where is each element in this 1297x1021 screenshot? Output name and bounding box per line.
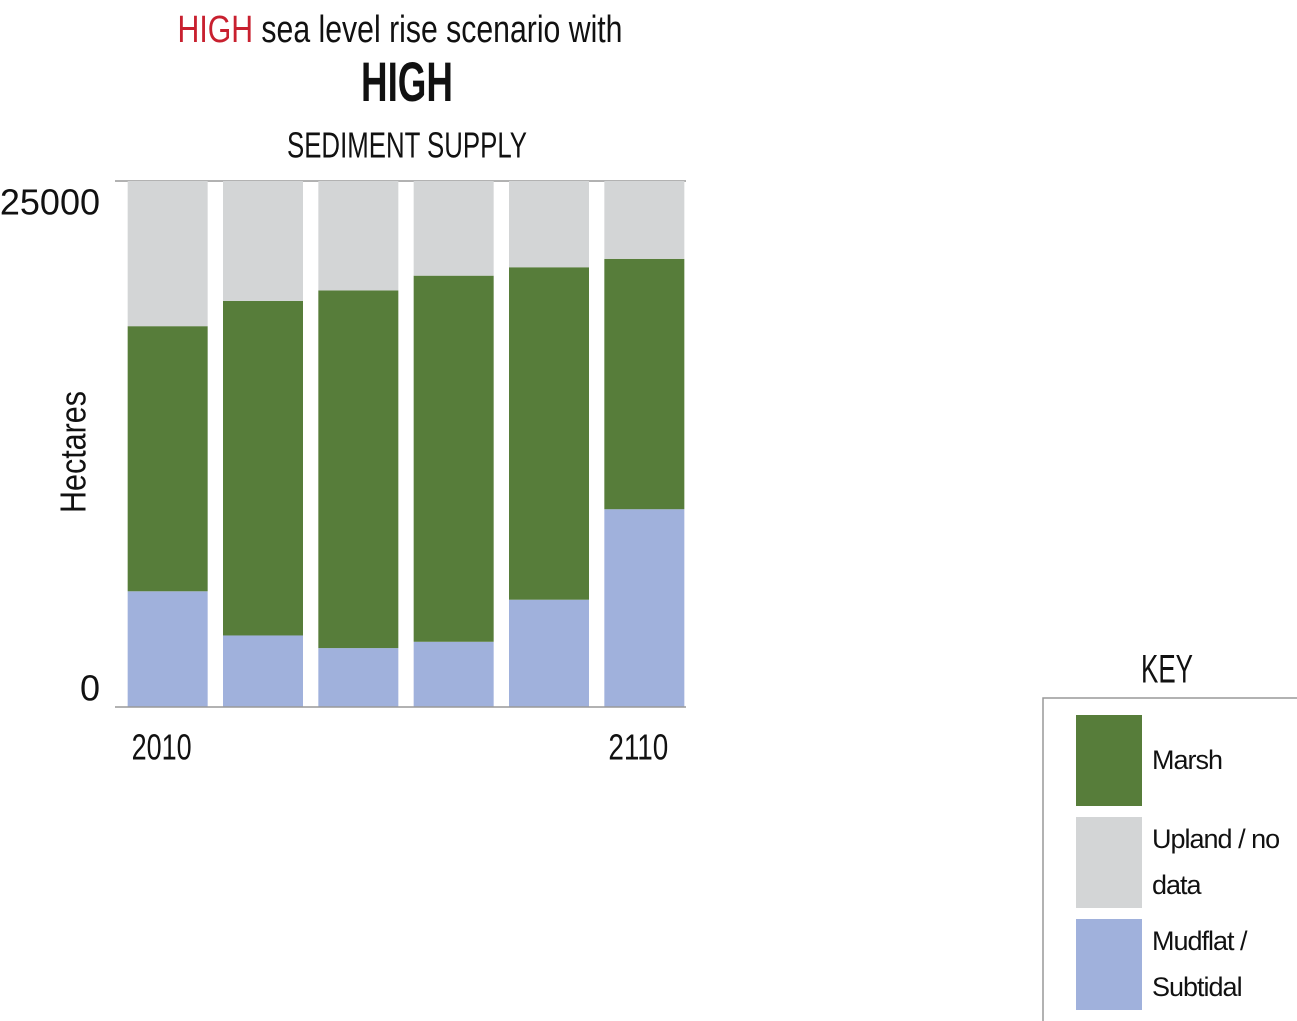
bar-segment <box>413 275 494 642</box>
legend-box <box>1042 697 1297 1021</box>
legend-label: Marsh <box>1152 745 1223 775</box>
bar-segment <box>318 648 399 707</box>
chart-title: HIGH sea level rise scenario with <box>178 9 623 51</box>
legend-label: Upland / no data <box>1152 824 1280 900</box>
bar-segment <box>604 181 685 259</box>
y-tick-label: 0 <box>80 668 100 709</box>
bar-segment <box>509 267 589 600</box>
legend-swatch <box>1076 817 1142 908</box>
bar-segment <box>223 181 303 301</box>
legend-swatch <box>1076 715 1142 806</box>
bar-segment <box>223 300 303 636</box>
title-line2: HIGH <box>361 50 453 113</box>
bar-segment <box>318 181 399 291</box>
legend-title: KEY <box>1141 648 1193 692</box>
bar-segment <box>509 599 589 707</box>
bar-segment <box>509 181 589 268</box>
title-highlight: HIGH <box>178 9 254 51</box>
y-tick-label: 25000 <box>0 182 100 223</box>
bar-segment <box>604 258 685 510</box>
title-line3: SEDIMENT SUPPLY <box>287 125 527 166</box>
legend-label: Mudflat / Subtidal <box>1152 926 1248 1002</box>
y-axis-label: Hectares <box>53 391 94 513</box>
bar-segment <box>127 326 208 592</box>
x-tick-label: 2010 <box>132 727 192 768</box>
bar-segment <box>318 290 399 649</box>
bar-segment <box>127 591 208 707</box>
bar-segment <box>413 641 494 707</box>
legend-swatch <box>1076 919 1142 1010</box>
bar-segment <box>223 635 303 707</box>
title-rest: sea level rise scenario with <box>261 9 622 51</box>
bar-segment <box>127 181 208 327</box>
bar-segment <box>604 509 685 707</box>
bar-segment <box>413 181 494 276</box>
x-tick-label: 2110 <box>608 727 668 768</box>
